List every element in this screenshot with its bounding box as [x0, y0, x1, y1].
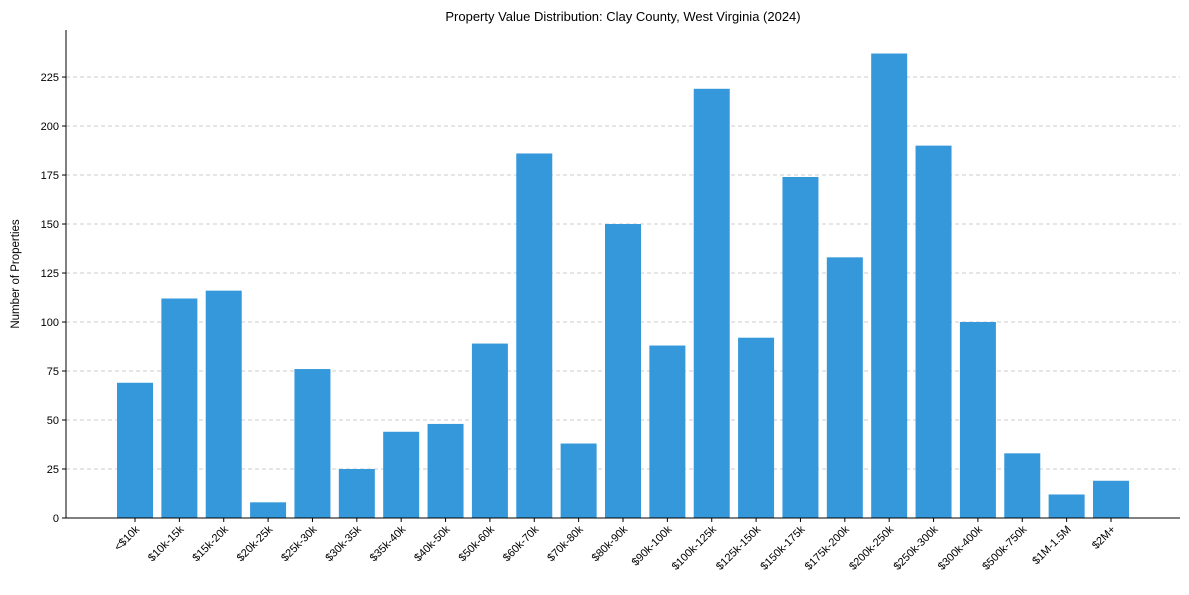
bar: [871, 53, 908, 519]
bar: [605, 224, 641, 518]
y-tick-label: 50: [47, 415, 59, 427]
x-tick-label: $200k-250k: [847, 523, 896, 572]
bar: [1004, 453, 1041, 518]
x-tick-label: $40k-50k: [412, 523, 453, 564]
y-tick-label: 100: [41, 317, 59, 329]
chart-title: Property Value Distribution: Clay County…: [445, 9, 800, 24]
y-tick-label: 200: [41, 121, 59, 133]
bar: [560, 443, 597, 518]
bar: [826, 257, 863, 518]
x-tick-label: $175k-200k: [803, 523, 852, 572]
x-tick-label: $10k-15k: [146, 523, 187, 564]
x-tick-label: <$10k: [112, 523, 142, 553]
x-tick-label: $1M-1.5M: [1030, 524, 1074, 568]
bar: [649, 345, 686, 518]
x-tick-label: $150k-175k: [758, 523, 807, 572]
bar: [294, 369, 331, 518]
x-tick-label: $20k-25k: [235, 523, 276, 564]
bar: [427, 423, 464, 518]
bar: [959, 322, 996, 518]
x-tick-label: $50k-60k: [457, 523, 498, 564]
x-tick-label: $100k-125k: [670, 523, 719, 572]
bar: [383, 431, 420, 518]
x-tick-label: $2M+: [1090, 524, 1118, 552]
y-axis: 0 25 50 75 100 125 150 175 200 225: [41, 30, 67, 525]
x-tick-label: $80k-90k: [590, 523, 631, 564]
y-axis-label: Number of Properties: [10, 219, 22, 329]
x-tick-label: $250k-300k: [892, 523, 941, 572]
x-tick-label: $300k-400k: [936, 523, 985, 572]
y-tick-label: 25: [47, 464, 59, 476]
x-tick-label: $60k-70k: [501, 523, 542, 564]
x-tick-label: $30k-35k: [323, 523, 364, 564]
bar: [250, 502, 287, 518]
bar: [1093, 480, 1129, 518]
bar: [117, 382, 153, 518]
x-axis: <$10k $10k-15k $15k-20k $20k-25k $25k-30k $30…: [66, 517, 1180, 573]
bar: [738, 337, 775, 518]
x-tick-label: $25k-30k: [279, 523, 320, 564]
bar: [693, 88, 730, 519]
y-tick-label: 0: [53, 513, 59, 525]
y-tick-label: 225: [41, 72, 59, 84]
bar: [161, 298, 198, 518]
y-tick-label: 175: [41, 170, 59, 182]
x-tick-label: $500k-750k: [980, 523, 1029, 572]
bar: [205, 290, 242, 518]
bar: [338, 469, 375, 518]
bar: [516, 153, 553, 518]
y-tick-label: 75: [47, 366, 59, 378]
x-tick-label: $125k-150k: [714, 523, 763, 572]
bar: [1048, 494, 1085, 518]
x-tick-label: $70k-80k: [545, 523, 586, 564]
bar: [915, 145, 952, 518]
x-tick-label: $35k-40k: [368, 523, 409, 564]
bar: [782, 176, 819, 518]
y-tick-label: 150: [41, 219, 59, 231]
bars: [117, 53, 1129, 519]
y-tick-label: 125: [41, 268, 59, 280]
x-tick-label: $15k-20k: [190, 523, 231, 564]
bar: [471, 343, 508, 518]
x-tick-label: $90k-100k: [630, 523, 675, 568]
